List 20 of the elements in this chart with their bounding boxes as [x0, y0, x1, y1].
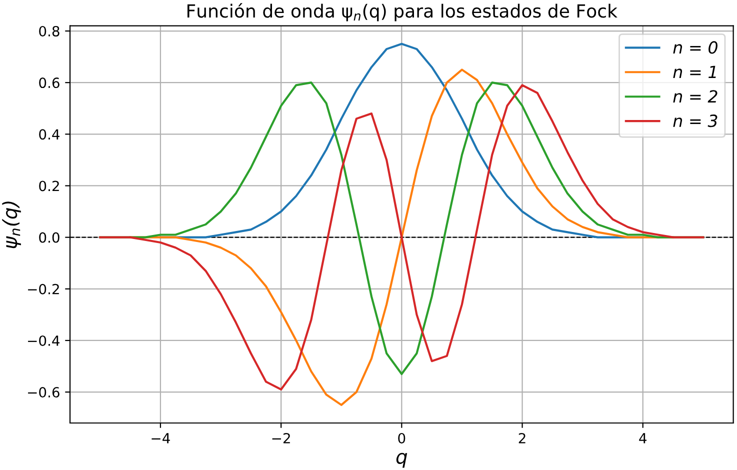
x-tick-label: −2	[272, 432, 290, 444]
legend-label: n = 3	[673, 114, 718, 128]
x-tick-label: −4	[152, 433, 170, 444]
y-tick-label: −0.6	[28, 387, 60, 398]
x-tick-label: 2	[518, 432, 526, 444]
y-tick-label: 0.6	[39, 78, 60, 88]
legend-label: n = 1	[673, 66, 716, 78]
x-tick-label: 4	[639, 433, 647, 444]
y-tick-label: −0.4	[28, 335, 60, 346]
y-axis-title: ψ$_{n}$(q)	[2, 202, 21, 248]
legend-label: n = 0	[673, 41, 718, 54]
y-tick-label: 0.8	[39, 26, 60, 36]
x-axis-title: q	[396, 452, 408, 468]
x-tick-label: 0	[398, 432, 406, 444]
y-tick-label: 0.4	[39, 129, 60, 140]
chart-title: Función de onda ψ$_{n}$(q) para los estados de Fock	[187, 3, 618, 22]
y-tick-label: −0.2	[28, 284, 59, 294]
y-tick-label: 0.0	[39, 232, 60, 243]
y-tick-label: 0.2	[39, 180, 59, 192]
legend-label: n = 2	[673, 90, 718, 102]
